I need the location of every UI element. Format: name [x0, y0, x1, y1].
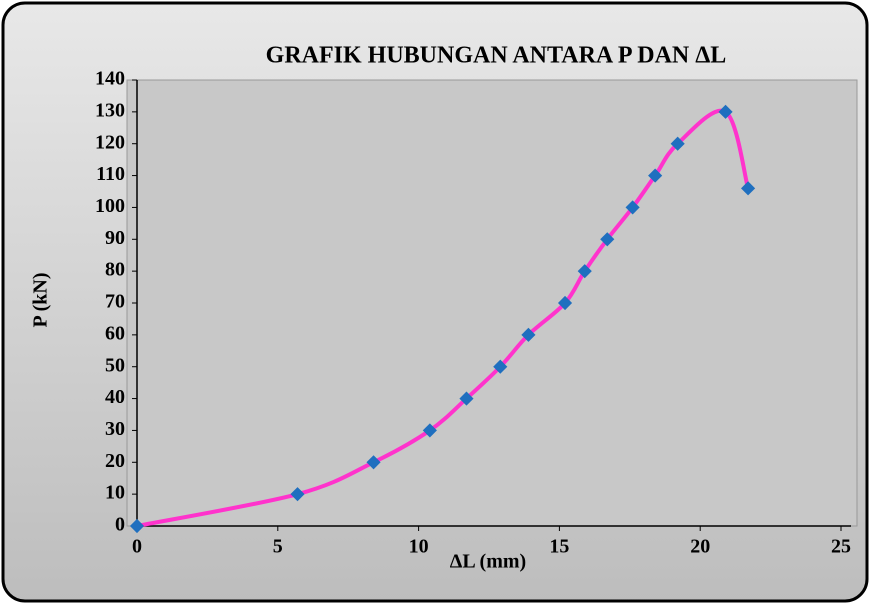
data-point: [557, 295, 573, 311]
y-tick-label: 40: [105, 386, 125, 408]
data-point: [290, 487, 305, 502]
x-tick-label: 5: [273, 536, 283, 558]
plot-area: [126, 79, 858, 527]
y-tick-label: 0: [115, 514, 125, 536]
data-point: [422, 423, 437, 438]
x-tick-label: 10: [409, 536, 429, 558]
data-point: [648, 168, 663, 183]
data-point: [493, 359, 508, 374]
y-tick-label: 30: [105, 418, 125, 440]
data-point: [366, 455, 381, 470]
y-axis-label: P (kN): [30, 273, 52, 328]
y-tick-label: 130: [95, 99, 125, 121]
y-tick-label: 110: [96, 163, 125, 185]
data-point: [718, 104, 733, 119]
series-line: [136, 108, 751, 528]
y-tick-label: 90: [105, 227, 125, 249]
y-tick-label: 80: [105, 259, 125, 281]
data-point: [459, 391, 474, 406]
y-tick-label: 70: [105, 291, 125, 313]
data-point: [741, 181, 756, 196]
x-tick-label: 0: [132, 536, 142, 558]
chart-title: GRAFIK HUBUNGAN ANTARA P DAN ΔL: [266, 43, 727, 69]
x-tick-label: 15: [549, 536, 569, 558]
y-tick-label: 60: [105, 322, 125, 344]
data-point: [129, 518, 145, 534]
y-tick-label: 10: [105, 482, 125, 504]
data-point: [577, 264, 592, 279]
x-tick-label: 20: [690, 536, 710, 558]
data-point: [670, 136, 685, 151]
y-tick-label: 100: [95, 195, 125, 217]
data-point: [600, 232, 615, 247]
data-point: [625, 200, 640, 215]
y-tick-label: 50: [105, 354, 125, 376]
x-tick-label: 25: [831, 536, 851, 558]
data-point: [521, 327, 536, 342]
x-axis-label: ΔL (mm): [450, 551, 526, 573]
y-tick-label: 140: [95, 68, 125, 90]
y-tick-label: 120: [95, 131, 125, 153]
y-tick-label: 20: [105, 450, 125, 472]
